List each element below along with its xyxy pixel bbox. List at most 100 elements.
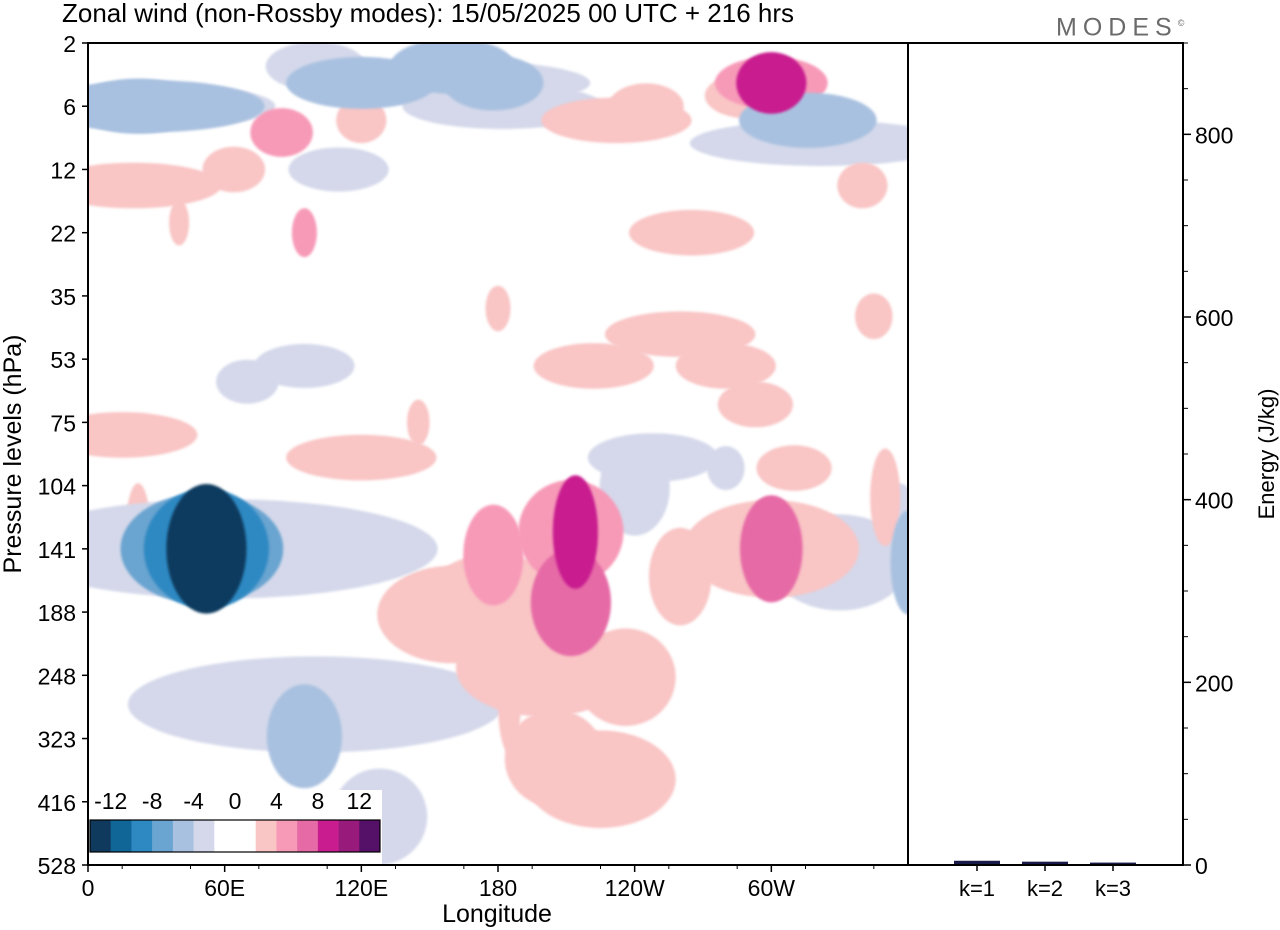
wind-anomaly-blob [291,208,317,258]
wind-anomaly-blob [443,55,544,111]
colorbar-swatch [172,820,194,852]
wind-anomaly-blob [717,381,794,428]
wind-anomaly-blob [441,190,487,233]
wind-anomaly-blob [88,78,204,134]
energy-axis: 0 200 400 600 800 [1183,42,1233,879]
wind-anomaly-blob [870,448,901,547]
wind-anomaly-blob [286,434,437,481]
energy-bar [954,860,1000,865]
colorbar-tick-label: 8 [311,788,324,814]
energy-bar [1022,861,1068,865]
wind-anomaly-blob [736,52,807,114]
wind-anomaly-blob [254,343,355,388]
brand-text: MODES [1056,13,1178,42]
wind-anomaly-blob [523,164,574,207]
wind-anomaly-blob [288,147,389,192]
colorbar-tick-label: -12 [94,788,127,814]
y-tick-label: 2 [63,31,76,57]
energy-tick-label: 600 [1195,305,1233,331]
chart-title: Zonal wind (non-Rossby modes): 15/05/202… [62,0,794,28]
energy-tick-label: 800 [1195,122,1233,148]
energy-bar [1090,862,1136,865]
wind-anomaly-blob [552,475,599,589]
wind-anomaly-blob [88,162,222,209]
x-axis: 0 60E 120E 180 120W 60W [82,865,875,901]
wind-anomaly-blob [202,146,266,193]
energy-axis-label: Energy (J/kg) [1254,389,1279,520]
colorbar-tick-label: -4 [183,788,204,814]
colorbar-swatch [110,820,132,852]
colorbar-swatch [152,820,174,852]
colorbar-swatch [338,820,360,852]
colorbar-swatch [297,820,319,852]
modes-logo: MODES© [1056,8,1184,42]
colorbar-swatch [235,820,257,852]
colorbar: -12 -8 -4 0 4 8 12 [88,788,382,865]
y-tick-label: 53 [50,347,76,373]
energy-bars: k=1 k=2 k=3 [954,860,1136,901]
wind-anomaly-blob [530,548,612,657]
colorbar-tick-label: 4 [270,788,283,814]
bar-panel-frame [907,42,1184,866]
y-tick-label: 188 [38,600,76,626]
colorbar-swatch [90,820,112,852]
y-tick-label: 35 [50,284,76,310]
colorbar-swatch [359,820,381,852]
wind-anomaly-blob [463,504,524,606]
wind-anomaly-blob [169,199,190,246]
x-axis-label: Longitude [442,900,552,928]
colorbar-tick-label: -8 [142,788,162,814]
wind-anomaly-blob [166,484,247,614]
x-tick-label: 60E [204,875,245,901]
wind-anomaly-blob [525,730,676,828]
wind-anomaly-blob [837,162,888,209]
x-tick-label: 180 [479,875,517,901]
y-tick-label: 104 [38,474,77,500]
y-tick-label: 528 [38,853,76,879]
energy-tick-label: 400 [1195,488,1233,514]
wind-anomaly-blob [88,412,198,458]
y-axis: 2 6 12 22 35 53 75 104 141 188 248 323 416 528 [38,31,88,879]
y-tick-label: 141 [38,537,76,563]
wind-anomaly-blob [266,684,342,789]
colorbar-swatch [131,820,153,852]
wind-anomaly-blob [756,445,832,491]
y-tick-label: 12 [50,157,76,183]
x-tick-label: 60W [748,875,796,901]
wind-anomaly-blob [587,433,719,482]
bar-category-label: k=3 [1095,876,1131,901]
x-tick-label: 0 [82,875,95,901]
colorbar-frame [89,819,381,853]
colorbar-swatch [276,820,298,852]
wind-anomaly-blob [541,97,692,144]
wind-anomaly-blob [250,108,313,157]
colorbar-tick-label: 12 [346,788,372,814]
y-tick-label: 6 [63,94,76,120]
y-tick-label: 248 [38,663,76,689]
wind-anomaly-blob [675,343,776,389]
energy-tick-label: 200 [1195,670,1233,696]
energy-tick-label: 0 [1195,853,1208,879]
y-axis-label: Pressure levels (hPa) [0,335,27,574]
brand-mark: © [1177,18,1185,28]
y-tick-label: 22 [50,221,76,247]
colorbar-swatch [214,820,236,852]
wind-anomaly-blob [629,209,755,256]
colorbar-swatch [317,820,339,852]
colorbar-swatch [255,820,277,852]
y-tick-label: 75 [50,410,76,436]
wind-anomaly-blob [533,343,654,389]
bar-category-label: k=1 [959,876,995,901]
wind-anomaly-blob [740,495,803,603]
y-tick-label: 416 [38,790,76,816]
wind-field [88,43,908,865]
bar-category-label: k=2 [1027,876,1063,901]
wind-anomaly-blob [890,510,908,615]
wind-anomaly-blob [336,97,387,144]
colorbar-tick-label: 0 [229,788,242,814]
wind-anomaly-blob [407,399,430,446]
wind-anomaly-blob [216,359,279,404]
colorbar-swatch [193,820,215,852]
y-tick-label: 323 [38,727,76,753]
